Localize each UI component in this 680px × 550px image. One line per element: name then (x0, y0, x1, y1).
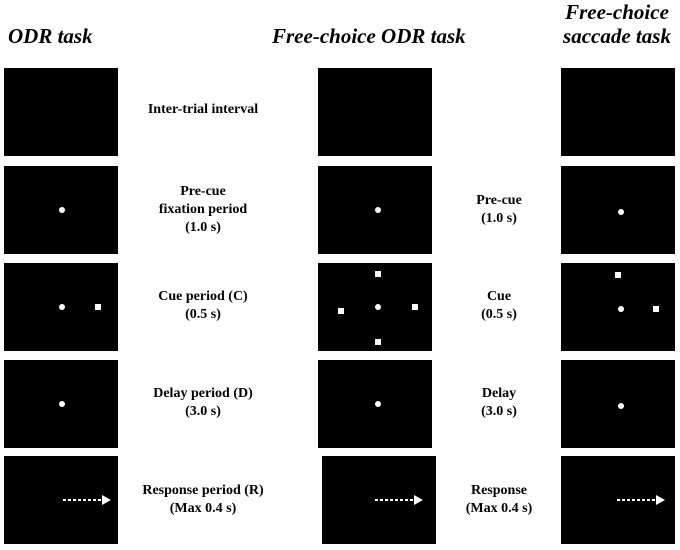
fixation-point (618, 403, 624, 409)
fixation-point (59, 207, 65, 213)
precue-label-line3: (1.0 s) (185, 220, 221, 235)
saccade-delay-screen (561, 360, 675, 448)
fixation-point (59, 304, 65, 310)
delay-label: Delay period (D) (3.0 s) (153, 385, 253, 421)
response-label: Response period (R) (Max 0.4 s) (142, 482, 263, 518)
delay-label-line2: (3.0 s) (185, 404, 221, 419)
precue-label-line1: Pre-cue (180, 184, 226, 199)
cue-label: Cue period (C) (0.5 s) (158, 288, 247, 324)
side-precue-label-line2: (1.0 s) (481, 211, 517, 226)
side-delay-label-line2: (3.0 s) (481, 404, 517, 419)
saccade-iti-screen (561, 68, 675, 156)
response-label-line2: (Max 0.4 s) (169, 501, 237, 516)
response-label-line1: Response period (R) (142, 483, 264, 498)
side-precue-label-line1: Pre-cue (476, 193, 522, 208)
saccade-cue-screen (561, 263, 675, 351)
saccade-arrow (63, 495, 111, 505)
free-odr-cue-screen (318, 263, 432, 351)
saccade-response-screen (561, 456, 675, 544)
side-response-label-line2: (Max 0.4 s) (465, 501, 533, 516)
cue-square-right (412, 304, 418, 310)
cue-label-line1: Cue period (C) (158, 289, 248, 304)
fixation-point (59, 401, 65, 407)
iti-label: Inter-trial interval (147, 102, 259, 117)
cue-square-left (338, 308, 344, 314)
cue-square-top (615, 272, 621, 278)
cue-square-top (375, 271, 381, 277)
fixation-point (618, 306, 624, 312)
free-odr-response-screen (322, 456, 436, 544)
free-odr-precue-screen (318, 166, 432, 254)
cue-square-bottom (375, 339, 381, 345)
fixation-point (375, 304, 381, 310)
odr-response-screen (4, 456, 118, 544)
free-odr-delay-screen (318, 360, 432, 448)
odr-iti-screen (4, 68, 118, 156)
free-choice-saccade-header-line1: Free-choice (565, 0, 669, 24)
side-delay-label: Delay (3.0 s) (481, 385, 517, 421)
side-cue-label: Cue (0.5 s) (481, 288, 517, 324)
fixation-point (375, 207, 381, 213)
free-choice-saccade-header: Free-choice saccade task (556, 0, 678, 48)
odr-cue-screen (4, 263, 118, 351)
side-delay-label-line1: Delay (481, 386, 517, 401)
odr-precue-screen (4, 166, 118, 254)
cue-square (95, 304, 101, 310)
free-choice-saccade-header-line2: saccade task (563, 24, 671, 48)
side-response-label-line1: Response (470, 483, 527, 498)
delay-label-line1: Delay period (D) (153, 386, 253, 401)
cue-label-line2: (0.5 s) (185, 307, 221, 322)
saccade-arrow (375, 495, 423, 505)
fixation-point (618, 209, 624, 215)
cue-square-right (653, 306, 659, 312)
side-response-label: Response (Max 0.4 s) (466, 482, 533, 518)
side-cue-label-line1: Cue (486, 289, 512, 304)
side-cue-label-line2: (0.5 s) (481, 307, 517, 322)
saccade-precue-screen (561, 166, 675, 254)
fixation-point (375, 401, 381, 407)
side-precue-label: Pre-cue (1.0 s) (476, 192, 522, 228)
saccade-arrow (617, 495, 665, 505)
free-choice-odr-header: Free-choice ODR task (272, 24, 466, 48)
precue-label: Pre-cue fixation period (1.0 s) (159, 183, 247, 237)
odr-delay-screen (4, 360, 118, 448)
free-odr-iti-screen (318, 68, 432, 156)
odr-task-header: ODR task (8, 24, 93, 48)
precue-label-line2: fixation period (158, 202, 248, 217)
